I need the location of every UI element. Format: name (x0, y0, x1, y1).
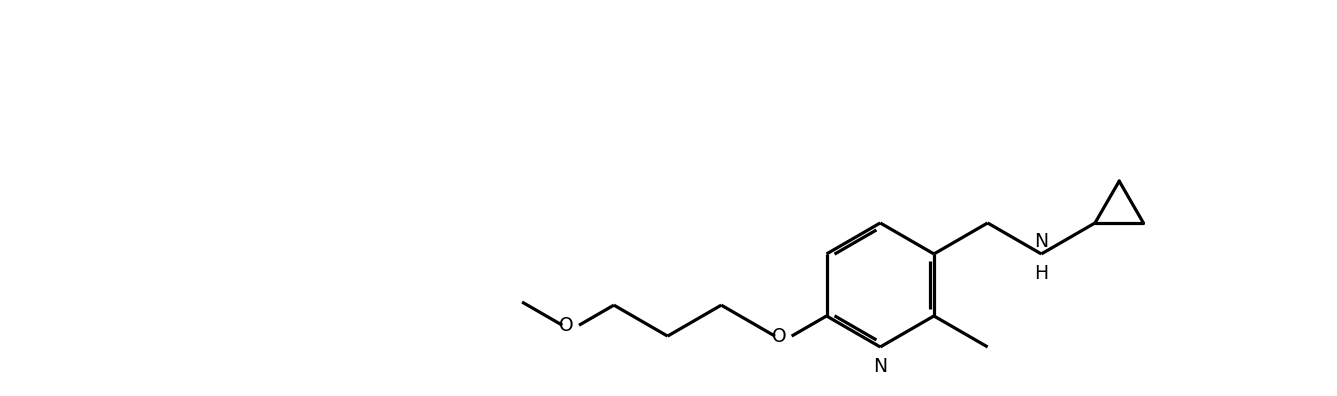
Text: O: O (559, 316, 574, 335)
Text: O: O (771, 327, 786, 346)
Text: H: H (1035, 264, 1048, 283)
Text: N: N (873, 357, 888, 376)
Text: N: N (1035, 232, 1048, 251)
